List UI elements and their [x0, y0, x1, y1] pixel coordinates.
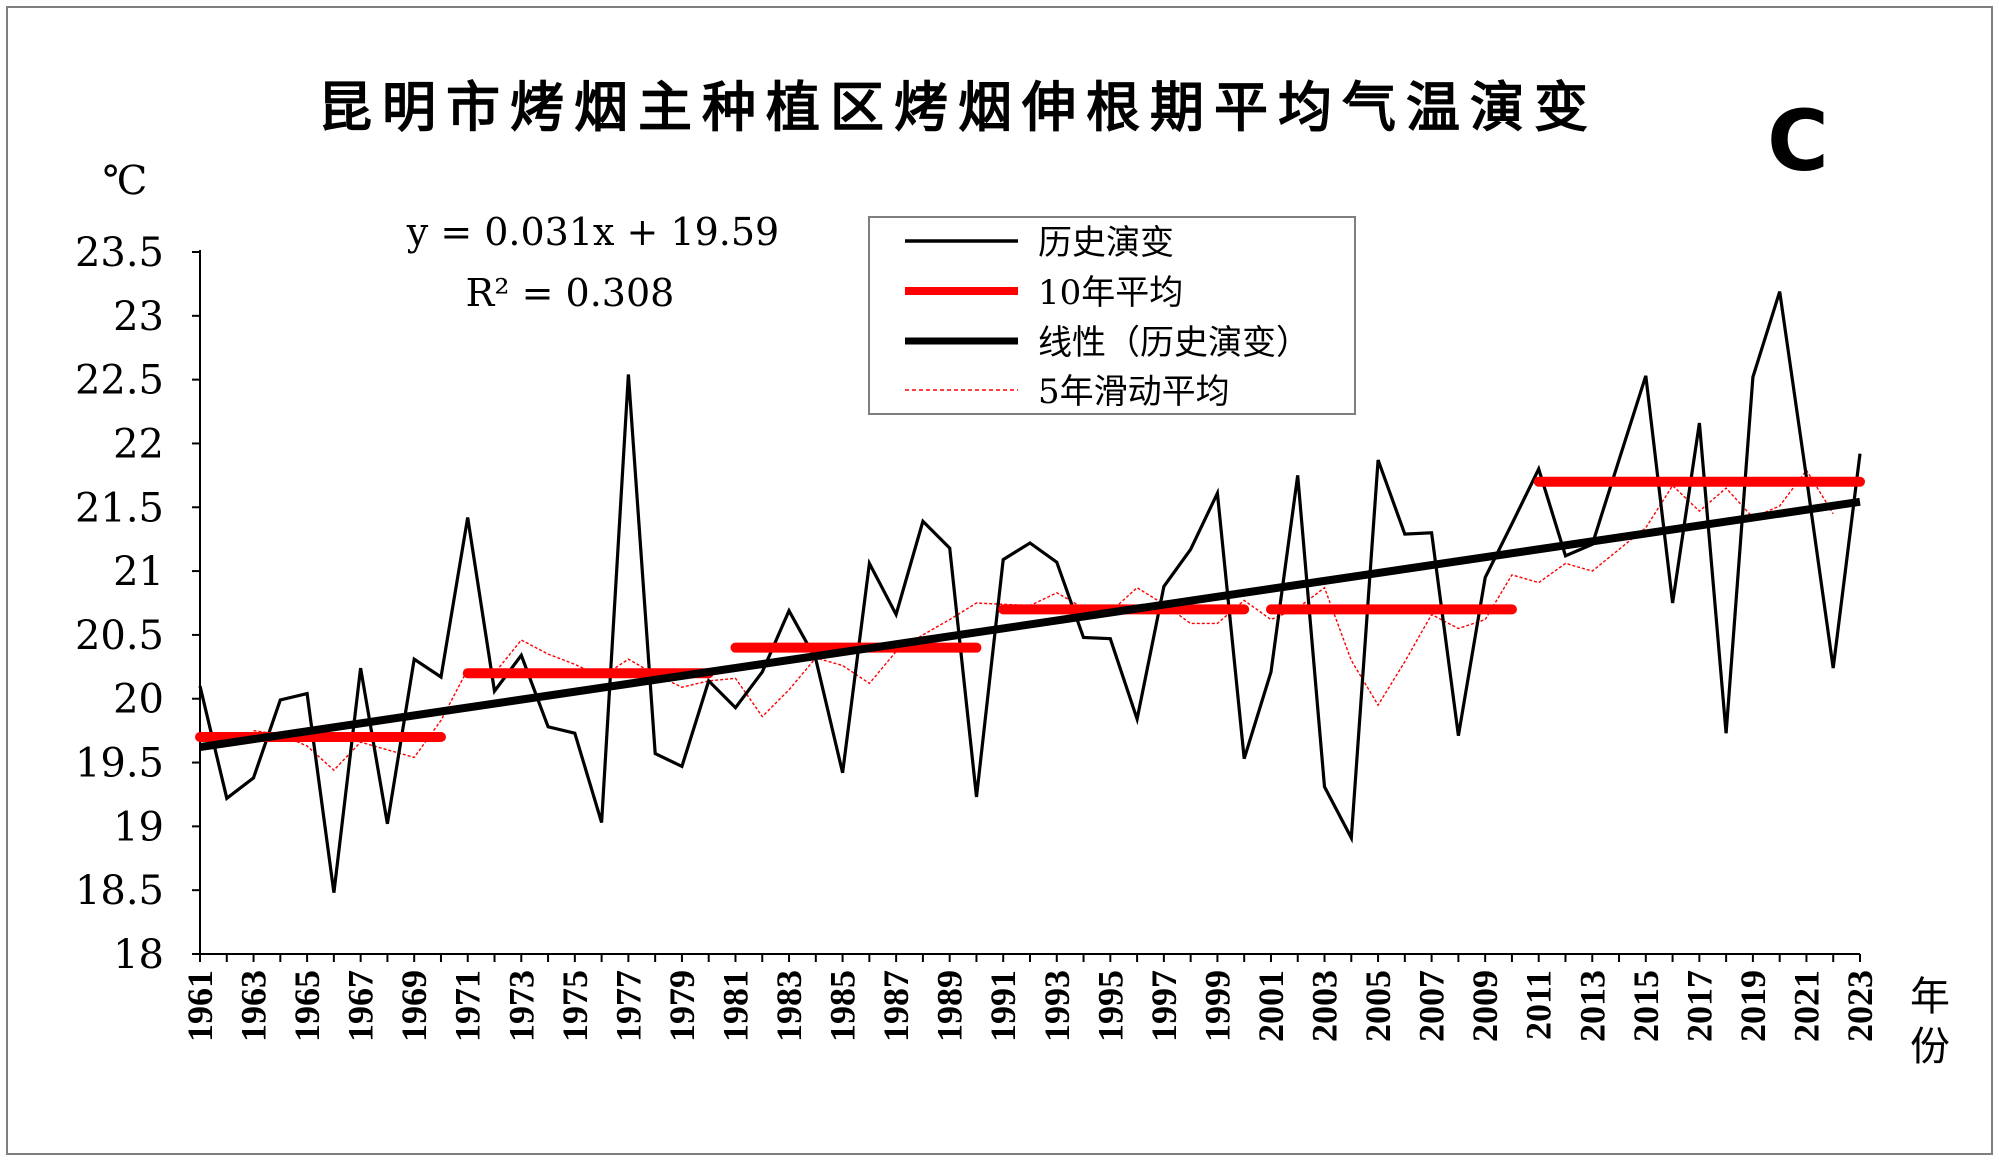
x-tick-label: 1969 — [394, 970, 434, 1042]
y-tick-label: 19 — [113, 804, 164, 850]
x-tick-label: 1989 — [930, 970, 970, 1042]
x-tick-label: 1987 — [876, 970, 916, 1042]
x-tick-label: 2015 — [1626, 970, 1666, 1042]
legend-box — [868, 216, 1356, 415]
x-tick-label: 1991 — [983, 970, 1023, 1042]
x-axis-ticks: 1961 1963 1965 1967 1969 1971 1973 1975 1977 1979… — [180, 954, 1880, 1042]
x-tick-label: 1997 — [1144, 970, 1184, 1042]
x-tick-label: 1995 — [1090, 970, 1130, 1042]
x-tick-label: 2009 — [1465, 970, 1505, 1042]
legend-label-history: 历史演变 — [1038, 223, 1174, 263]
x-tick-label: 1963 — [234, 970, 274, 1042]
x-tick-label: 1985 — [823, 970, 863, 1042]
series-5yr-moving-average — [253, 469, 1834, 772]
axes — [199, 250, 1860, 955]
y-tick-label: 21 — [113, 549, 164, 595]
y-tick-label: 19.5 — [75, 741, 164, 787]
y-axis-unit: ℃ — [103, 158, 148, 204]
y-tick-label: 21.5 — [75, 485, 164, 531]
x-tick-label: 1965 — [287, 970, 327, 1042]
y-tick-label: 23.5 — [75, 230, 164, 276]
y-tick-label: 23 — [113, 294, 164, 340]
legend-label-trend: 线性（历史演变） — [1038, 323, 1310, 363]
r-squared: R² = 0.308 — [466, 271, 675, 315]
x-tick-label: 2021 — [1786, 970, 1826, 1042]
x-tick-label: 1993 — [1037, 970, 1077, 1042]
x-tick-label: 2011 — [1519, 970, 1559, 1040]
x-tick-label: 1975 — [555, 970, 595, 1042]
y-tick-label: 18.5 — [75, 868, 164, 914]
chart-title: 昆明市烤烟主种植区烤烟伸根期平均气温演变 — [318, 76, 1598, 139]
x-tick-label: 1983 — [769, 970, 809, 1042]
series-history — [198, 291, 1862, 893]
legend-label-10yr: 10年平均 — [1038, 273, 1183, 313]
x-axis-label-part-2: 份 — [1910, 1024, 1950, 1070]
plot-area — [195, 291, 1865, 893]
x-tick-label: 1977 — [608, 970, 648, 1042]
x-tick-label: 1999 — [1197, 970, 1237, 1042]
x-tick-label: 2001 — [1251, 970, 1291, 1042]
x-tick-label: 1971 — [448, 970, 488, 1042]
x-tick-label: 2019 — [1733, 970, 1773, 1042]
y-tick-label: 22.5 — [75, 358, 164, 404]
y-tick-label: 20 — [113, 677, 164, 723]
chart-svg: 昆明市烤烟主种植区烤烟伸根期平均气温演变 C ℃ 年 份 y = 0.031x … — [75, 76, 1950, 1070]
x-tick-label: 2005 — [1358, 970, 1398, 1042]
chart-frame: 昆明市烤烟主种植区烤烟伸根期平均气温演变 C ℃ 年 份 y = 0.031x … — [6, 6, 1993, 1155]
y-tick-label: 18 — [113, 932, 164, 978]
x-tick-label: 2017 — [1679, 970, 1719, 1042]
y-tick-label: 20.5 — [75, 613, 164, 659]
legend: 历史演变 10年平均 线性（历史演变） 5年滑动平均 — [868, 216, 1356, 415]
x-tick-label: 1961 — [180, 970, 220, 1042]
x-tick-label: 1967 — [341, 970, 381, 1042]
x-tick-label: 2013 — [1572, 970, 1612, 1042]
x-tick-label: 1981 — [715, 970, 755, 1042]
x-tick-label: 2007 — [1412, 970, 1452, 1042]
y-axis-ticks: 18 18.5 19 19.5 20 20.5 21 21.5 22 22.5 23 23.5 — [75, 230, 200, 978]
linear-trend-line — [199, 497, 1861, 752]
y-tick-label: 22 — [113, 421, 164, 467]
x-axis-label-part-1: 年 — [1910, 974, 1950, 1020]
panel-label: C — [1767, 92, 1829, 190]
x-tick-label: 1973 — [501, 970, 541, 1042]
regression-equation: y = 0.031x + 19.59 — [406, 210, 779, 254]
x-tick-label: 2003 — [1305, 970, 1345, 1042]
x-tick-label: 1979 — [662, 970, 702, 1042]
x-tick-label: 2023 — [1840, 970, 1880, 1042]
legend-label-5yr: 5年滑动平均 — [1038, 372, 1230, 412]
